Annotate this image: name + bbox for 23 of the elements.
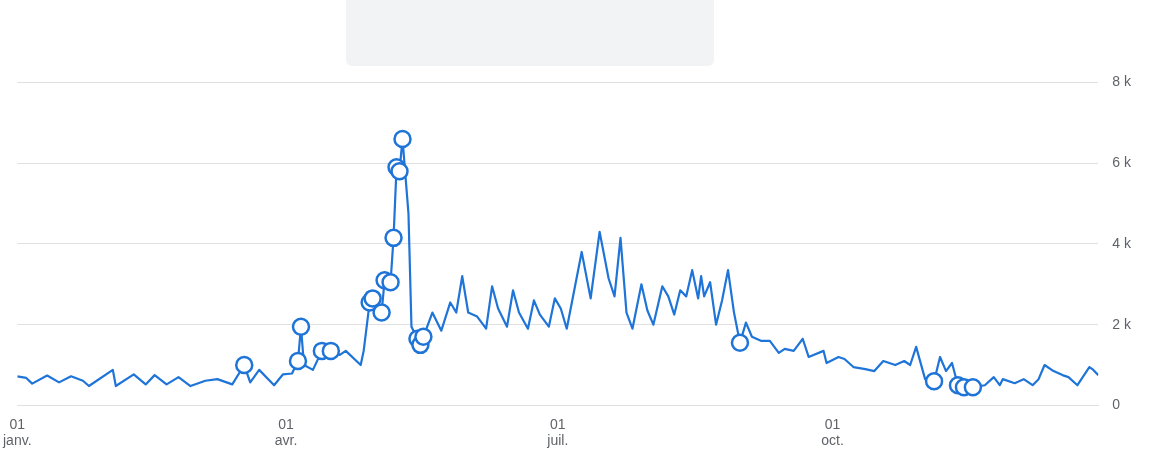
x-tick-label: 01 janv. [1,415,32,449]
y-tick-label: 6 k [1112,154,1132,171]
point [390,161,409,181]
x-tick-label: 01 avr. [274,415,298,449]
y-tick-label: 8 k [1112,73,1132,90]
y-tick-label: 4 k [1112,234,1132,251]
y-tick-label: 2 k [1112,315,1132,332]
point [924,371,944,391]
point [384,228,403,248]
point [381,273,400,292]
point [363,289,382,308]
point [963,377,983,397]
x-tick-label: 01 juil. [546,415,569,449]
point [372,303,391,322]
point [414,327,433,347]
point [288,351,308,371]
x-tick-label: 01 oct. [821,415,844,449]
point [321,341,341,361]
point [291,317,311,336]
point [234,355,254,375]
point [730,333,750,353]
y-tick-label: 0 [1112,396,1121,413]
point [393,129,412,149]
